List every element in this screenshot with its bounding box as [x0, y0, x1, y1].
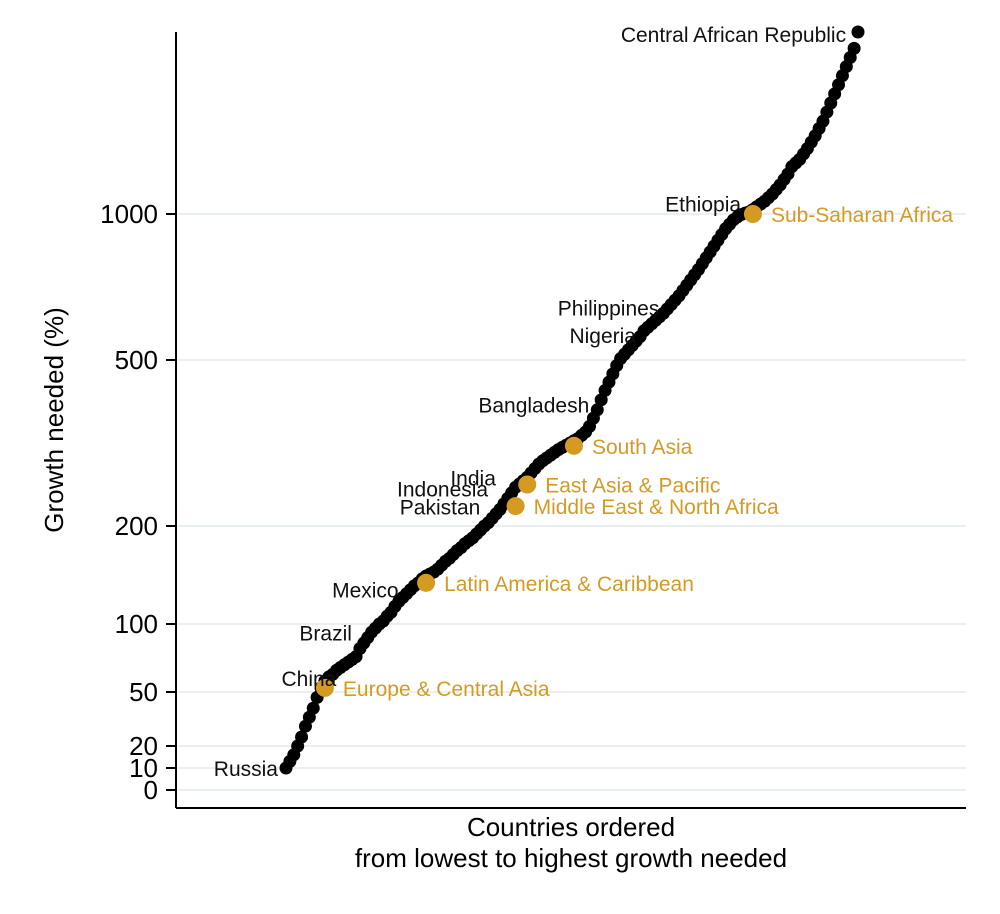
y-tick-label: 500 — [115, 345, 158, 375]
country-point — [306, 701, 320, 715]
y-axis-title: Growth needed (%) — [39, 307, 69, 532]
region-point — [417, 573, 436, 592]
region-label: Sub-Saharan Africa — [771, 204, 953, 227]
region-label: South Asia — [592, 436, 693, 459]
y-tick-label: 20 — [129, 731, 158, 761]
region-label: Latin America & Caribbean — [444, 573, 694, 596]
country-label: Nigeria — [569, 325, 636, 348]
region-point — [518, 475, 537, 494]
country-label: Pakistan — [400, 497, 481, 520]
country-label: Russia — [214, 758, 279, 781]
region-point — [743, 205, 762, 223]
y-tick-label: 10 — [129, 753, 158, 783]
region-point — [506, 497, 525, 516]
country-point — [851, 25, 865, 39]
y-tick-label: 0 — [144, 775, 158, 805]
y-tick-label: 1000 — [100, 199, 158, 229]
country-label: China — [281, 668, 336, 691]
region-label: Middle East & North Africa — [534, 496, 779, 519]
region-label: Europe & Central Asia — [343, 678, 550, 701]
country-label: Bangladesh — [478, 394, 589, 417]
country-label: Mexico — [332, 580, 399, 603]
country-point — [847, 41, 861, 55]
country-label: Central African Republic — [621, 24, 846, 47]
country-point — [295, 730, 309, 744]
region-point — [564, 436, 583, 455]
country-label: Ethiopia — [665, 193, 741, 216]
y-tick-label: 50 — [129, 677, 158, 707]
point-labels: Europe & Central Asia Latin America & Car… — [214, 24, 954, 781]
y-tick-label: 100 — [115, 609, 158, 639]
country-label: India — [450, 467, 496, 490]
region-label: East Asia & Pacific — [545, 475, 720, 498]
country-points — [279, 25, 865, 775]
country-point — [590, 403, 604, 417]
y-tick-label: 200 — [115, 511, 158, 541]
x-axis-title-line-2: from lowest to highest growth needed — [355, 843, 787, 873]
country-label: Brazil — [299, 622, 352, 645]
grid-lines — [178, 213, 966, 791]
country-label: Philippines — [558, 297, 660, 320]
region-point — [315, 678, 334, 697]
x-axis-title-line-1: Countries ordered — [467, 812, 675, 842]
country-label: Indonesia — [397, 478, 488, 501]
